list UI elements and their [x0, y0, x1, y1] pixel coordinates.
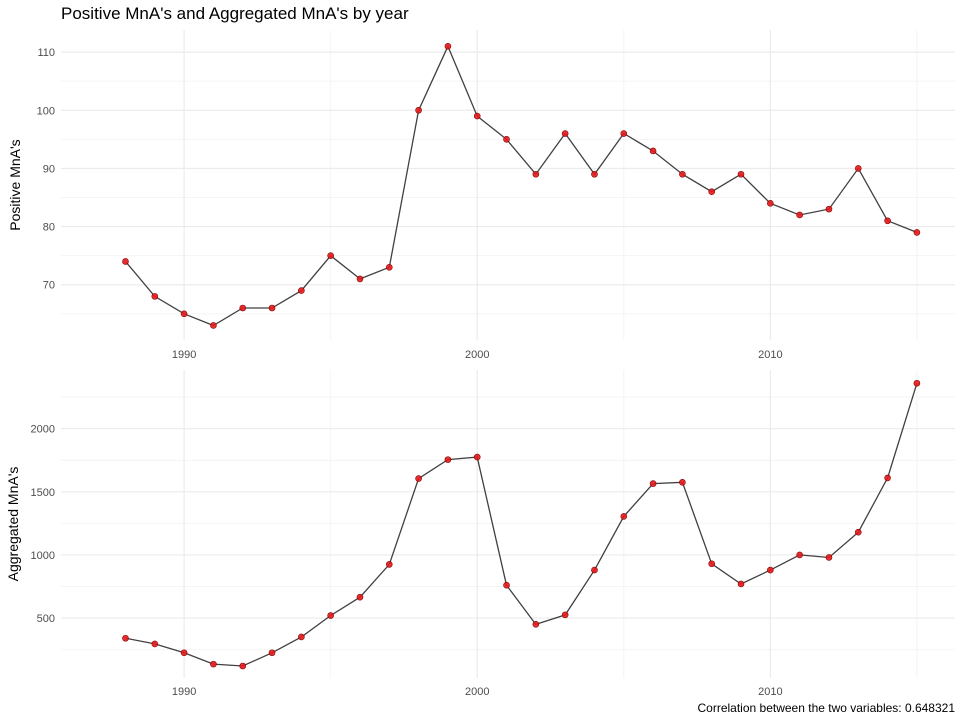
data-point: [444, 42, 452, 50]
y-axis-title: Positive MnA's: [7, 139, 23, 230]
data-point: [210, 322, 217, 329]
data-point: [591, 170, 598, 178]
chart-caption: Correlation between the two variables: 0…: [697, 701, 956, 715]
data-point: [561, 611, 569, 619]
y-axis-title: Aggregated MnA's: [5, 467, 21, 582]
data-point: [473, 453, 481, 461]
data-point: [854, 528, 862, 536]
data-point: [708, 188, 716, 195]
data-point: [151, 293, 159, 300]
data-point: [503, 136, 510, 143]
data-point: [473, 112, 481, 120]
data-point: [561, 130, 569, 137]
y-tick-label: 500: [37, 613, 55, 625]
data-point: [532, 621, 540, 628]
y-tick-label: 2000: [31, 424, 55, 436]
data-point: [532, 170, 540, 178]
data-point: [679, 170, 686, 178]
data-point: [151, 640, 159, 648]
data-point: [854, 165, 862, 172]
data-point: [298, 287, 305, 294]
y-tick-label: 110: [37, 47, 55, 59]
y-tick-label: 1500: [31, 487, 55, 499]
data-point: [239, 662, 247, 670]
data-point: [620, 513, 628, 520]
data-point: [180, 310, 188, 318]
data-point: [825, 205, 833, 213]
data-point: [767, 566, 774, 574]
data-point: [591, 566, 598, 574]
data-point: [620, 130, 628, 137]
x-tick-label: 1990: [172, 686, 196, 698]
series-line: [125, 44, 918, 327]
data-point: [825, 554, 833, 561]
x-tick-label: 2010: [758, 686, 782, 698]
data-point: [444, 456, 452, 463]
data-point: [415, 106, 422, 114]
data-point: [913, 229, 921, 236]
panel-1: 70 80 90 100 110 1990 2000 2010 Positive MnA's: [7, 30, 955, 361]
data-point: [356, 593, 364, 601]
data-point: [737, 170, 745, 178]
data-point: [737, 580, 745, 588]
y-tick-label: 100: [37, 105, 55, 117]
data-point: [415, 475, 422, 482]
series-line: [125, 383, 918, 667]
data-point: [503, 581, 510, 589]
data-point: [913, 379, 921, 387]
data-point: [356, 275, 364, 283]
data-point: [649, 147, 657, 155]
data-point: [679, 479, 686, 486]
x-tick-label: 2000: [465, 349, 489, 361]
x-tick-label: 2000: [465, 686, 489, 698]
data-point: [327, 612, 334, 619]
data-point: [180, 649, 188, 657]
y-tick-label: 70: [43, 280, 55, 292]
x-tick-label: 2010: [758, 349, 782, 361]
data-point: [796, 551, 803, 559]
data-point: [708, 560, 716, 568]
data-point: [327, 252, 334, 259]
data-point: [239, 304, 247, 312]
data-point: [385, 263, 393, 271]
data-point: [649, 480, 657, 487]
data-point: [884, 474, 891, 482]
data-point: [767, 200, 774, 207]
data-point: [268, 304, 276, 312]
data-point: [122, 634, 129, 642]
data-point: [796, 211, 803, 219]
y-tick-label: 1000: [31, 550, 55, 562]
panel-2: 500 1000 1500 2000 1990 2000 2010 Aggregated Mn…: [5, 370, 955, 698]
data-point: [385, 561, 393, 568]
y-tick-label: 90: [43, 163, 55, 175]
data-point: [298, 633, 305, 641]
chart-title: Positive MnA's and Aggregated MnA's by y…: [61, 4, 409, 23]
x-tick-label: 1990: [172, 349, 196, 361]
data-point: [210, 660, 217, 668]
data-point: [122, 258, 129, 265]
data-point: [268, 649, 276, 657]
y-tick-label: 80: [43, 222, 55, 234]
data-point: [884, 217, 891, 225]
